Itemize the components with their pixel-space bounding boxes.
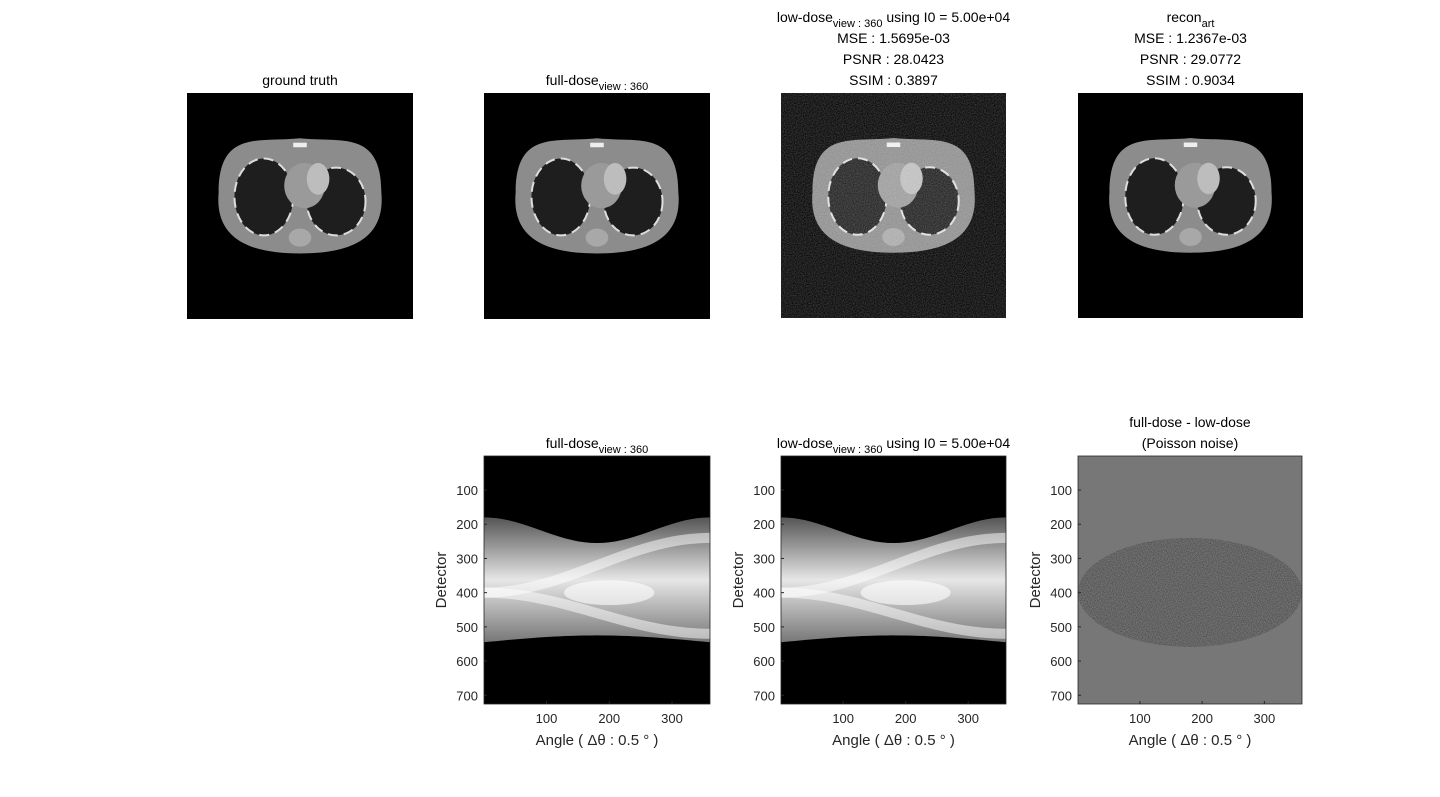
y-tick-label: 400 [753,586,775,601]
x-tick-label: 100 [536,711,558,726]
y-tick-label: 600 [456,654,478,669]
sinogram-core [564,580,655,606]
panel-title: PSNR : 29.0772 [1140,51,1241,67]
sinogram-core [860,580,951,606]
sinogram-trace [780,587,1007,639]
y-tick-label: 100 [456,483,478,498]
x-axis-label: Angle ( Δθ : 0.5 ° ) [832,732,955,749]
y-tick-label: 300 [456,551,478,566]
x-tick-label: 200 [895,711,917,726]
y-tick-label: 200 [753,517,775,532]
title-subscript: view : 360 [599,444,649,456]
x-axis-label: Angle ( Δθ : 0.5 ° ) [536,732,659,749]
panel-title: full-doseview : 360 [546,72,648,93]
panel-title: low-doseview : 360 using I0 = 5.00e+04 [777,9,1010,30]
title-text: low-dose [777,435,833,451]
x-axis-label: Angle ( Δθ : 0.5 ° ) [1129,732,1252,749]
y-tick-label: 500 [753,620,775,635]
panel-title: reconart [1167,9,1215,30]
y-tick-label: 700 [456,688,478,703]
title-text: (Poisson noise) [1142,435,1239,451]
noise [781,93,1006,318]
y-tick-label: 600 [1050,654,1072,669]
title-text: SSIM : 0.9034 [1146,72,1235,88]
sternum [590,142,604,148]
panel-title: ground truth [262,72,338,88]
heart [1197,162,1220,195]
y-tick-label: 200 [456,517,478,532]
title-text: full-dose - low-dose [1129,414,1251,430]
x-tick-label: 300 [1254,711,1276,726]
title-text: SSIM : 0.3897 [849,72,938,88]
y-tick-label: 100 [753,483,775,498]
sinogram-trace [780,532,1007,598]
title-text: using I0 = 5.00e+04 [882,9,1010,25]
y-tick-label: 500 [1050,620,1072,635]
y-tick-label: 700 [1050,688,1072,703]
title-text: MSE : 1.2367e-03 [1134,30,1247,46]
panel-title: full-doseview : 360 [546,435,648,456]
title-subscript: view : 360 [833,18,883,30]
title-subscript: art [1202,18,1215,30]
sternum [1183,142,1198,147]
panel-title: PSNR : 28.0423 [843,51,944,67]
y-tick-label: 200 [1050,517,1072,532]
spine [288,228,312,247]
axes-box [780,455,1007,705]
title-text: ground truth [262,72,338,88]
spine [1179,228,1202,246]
title-text: PSNR : 28.0423 [843,51,944,67]
y-tick-label: 600 [753,654,775,669]
lung [233,157,295,237]
heart [603,163,627,195]
panel-title: SSIM : 0.9034 [1146,72,1235,88]
lung [1124,157,1185,236]
panel-title: MSE : 1.5695e-03 [837,30,950,46]
panel-title: low-doseview : 360 using I0 = 5.00e+04 [777,435,1010,456]
y-tick-label: 300 [1050,551,1072,566]
heart [306,163,330,195]
title-subscript: view : 360 [833,444,883,456]
y-tick-label: 400 [1050,586,1072,601]
y-axis-label: Detector [730,552,747,609]
sinogram-trace [483,532,711,598]
panel-title: (Poisson noise) [1142,435,1239,451]
title-text: using I0 = 5.00e+04 [882,435,1010,451]
title-text: full-dose [546,72,599,88]
title-subscript: view : 360 [599,81,649,93]
sinogram-trace [483,587,711,639]
x-tick-label: 100 [832,711,854,726]
title-text: MSE : 1.5695e-03 [837,30,950,46]
title-text: low-dose [777,9,833,25]
panel-title: SSIM : 0.3897 [849,72,938,88]
x-tick-label: 300 [957,711,979,726]
x-tick-label: 200 [1191,711,1213,726]
lung [530,157,592,237]
x-tick-label: 100 [1129,711,1151,726]
y-tick-label: 400 [456,586,478,601]
title-text: recon [1167,9,1202,25]
x-tick-label: 300 [661,711,683,726]
noise-region [1078,537,1302,647]
axes-box [483,455,711,705]
title-text: PSNR : 29.0772 [1140,51,1241,67]
y-axis-label: Detector [433,552,450,609]
x-tick-label: 200 [598,711,620,726]
y-axis-label: Detector [1027,552,1044,609]
title-text: full-dose [546,435,599,451]
axes-box [1077,455,1303,705]
sternum [293,142,307,148]
panel-title: full-dose - low-dose [1129,414,1251,430]
y-tick-label: 700 [753,688,775,703]
panel-title: MSE : 1.2367e-03 [1134,30,1247,46]
y-tick-label: 300 [753,551,775,566]
spine [585,228,609,247]
y-tick-label: 500 [456,620,478,635]
y-tick-label: 100 [1050,483,1072,498]
